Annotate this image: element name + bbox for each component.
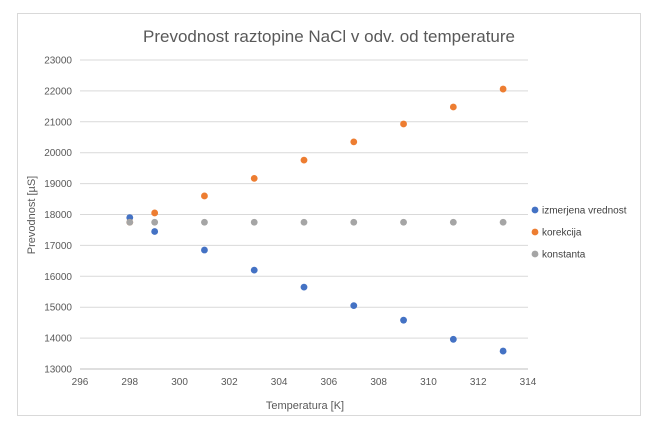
data-point-konstanta bbox=[151, 218, 159, 226]
y-axis-ticks: 13000 14000 15000 16000 17000 18000 19000 20000… bbox=[44, 56, 72, 376]
data-point-konstanta bbox=[449, 218, 457, 226]
data-point-korekcija bbox=[250, 174, 258, 182]
x-tick-label: 296 bbox=[72, 377, 89, 388]
data-point-konstanta bbox=[499, 218, 507, 226]
x-axis-title: Temperatura [K] bbox=[266, 400, 344, 412]
data-point-konstanta bbox=[126, 218, 134, 226]
x-tick-label: 310 bbox=[420, 377, 437, 388]
chart-title: Prevodnost raztopine NaCl v odv. od temp… bbox=[143, 27, 515, 46]
legend-marker bbox=[531, 206, 539, 214]
data-point-korekcija bbox=[151, 209, 159, 217]
x-tick-label: 304 bbox=[271, 377, 288, 388]
x-tick-label: 306 bbox=[321, 377, 338, 388]
x-tick-label: 298 bbox=[121, 377, 138, 388]
x-tick-label: 308 bbox=[370, 377, 387, 388]
y-tick-label: 17000 bbox=[44, 241, 72, 252]
data-point-korekcija bbox=[499, 85, 507, 93]
data-point-konstanta bbox=[400, 218, 407, 226]
y-tick-label: 15000 bbox=[44, 303, 72, 314]
x-tick-label: 300 bbox=[171, 377, 188, 388]
y-axis-title: Prevodnost [µS] bbox=[26, 176, 38, 255]
data-point-korekcija bbox=[300, 156, 308, 164]
x-axis-ticks: 296 298 300 302 304 306 308 310 312 314 bbox=[72, 377, 537, 388]
data-point-konstanta bbox=[250, 218, 258, 226]
data-points bbox=[126, 85, 507, 355]
data-point-korekcija bbox=[449, 103, 457, 111]
data-point-izmerjena-vrednost bbox=[250, 266, 258, 274]
y-tick-label: 18000 bbox=[44, 210, 72, 221]
y-tick-label: 21000 bbox=[44, 117, 72, 128]
x-tick-label: 302 bbox=[221, 377, 238, 388]
gridlines bbox=[80, 59, 528, 370]
legend-label: konstanta bbox=[542, 250, 586, 261]
data-point-korekcija bbox=[350, 138, 358, 146]
data-point-konstanta bbox=[201, 218, 208, 226]
y-tick-label: 16000 bbox=[44, 272, 72, 283]
legend-label: korekcija bbox=[542, 228, 582, 239]
data-point-korekcija bbox=[201, 192, 208, 200]
y-tick-label: 13000 bbox=[44, 365, 72, 376]
data-point-konstanta bbox=[350, 218, 358, 226]
x-tick-label: 312 bbox=[470, 377, 487, 388]
data-point-izmerjena-vrednost bbox=[400, 316, 407, 324]
y-tick-label: 20000 bbox=[44, 148, 72, 159]
data-point-izmerjena-vrednost bbox=[300, 283, 308, 291]
data-point-izmerjena-vrednost bbox=[151, 228, 159, 235]
x-tick-label: 314 bbox=[520, 377, 537, 388]
y-tick-label: 14000 bbox=[44, 334, 72, 345]
data-point-konstanta bbox=[300, 218, 308, 226]
y-tick-label: 23000 bbox=[44, 56, 72, 67]
legend-marker bbox=[531, 250, 539, 258]
data-point-izmerjena-vrednost bbox=[449, 335, 457, 343]
data-point-izmerjena-vrednost bbox=[499, 347, 507, 355]
legend-marker bbox=[531, 228, 539, 236]
data-point-izmerjena-vrednost bbox=[350, 302, 358, 310]
data-point-korekcija bbox=[400, 120, 407, 128]
legend: izmerjena vrednost korekcija konstanta bbox=[531, 206, 627, 261]
y-tick-label: 22000 bbox=[44, 86, 72, 97]
data-point-izmerjena-vrednost bbox=[201, 246, 208, 254]
y-tick-label: 19000 bbox=[44, 179, 72, 190]
legend-label: izmerjena vrednost bbox=[542, 206, 627, 217]
